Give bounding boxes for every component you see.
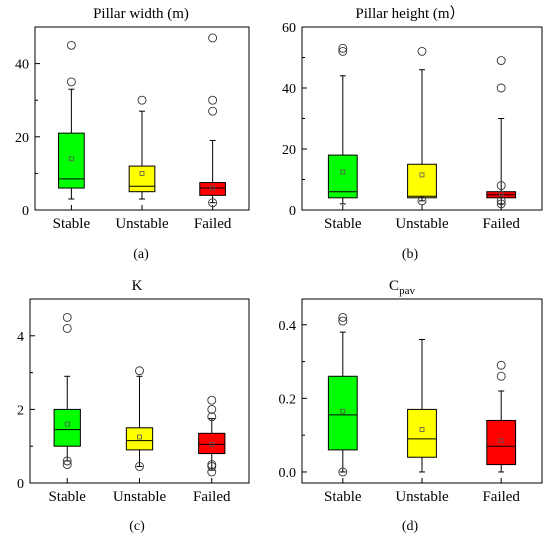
panel-d-outlier-failed xyxy=(496,371,506,381)
panel-d-category-label-failed: Failed xyxy=(482,489,520,505)
panel-a-category-label-unstable: Unstable xyxy=(115,216,169,232)
panel-c-outlier-stable xyxy=(62,323,72,333)
panel-a-outlier-unstable xyxy=(137,95,147,105)
panel-b-category-label-unstable: Unstable xyxy=(395,216,449,232)
panel-c-outlier-failed xyxy=(207,460,217,470)
panel-a-mean-marker-unstable xyxy=(139,170,145,176)
panel-b-ytick-label: 20 xyxy=(282,143,296,158)
panel-c-outlier-stable xyxy=(62,456,72,466)
panel-c-outlier-failed xyxy=(207,467,217,477)
panel-b-outlier-unstable xyxy=(417,46,427,56)
panel-d-outlier-stable xyxy=(338,312,348,322)
panel-a-ytick-label: 20 xyxy=(15,131,29,146)
panel-c-title: K xyxy=(132,278,143,294)
panel-c-outlier-stable xyxy=(62,460,72,470)
panel-c-category-label-failed: Failed xyxy=(193,489,231,505)
panel-a-ytick-label: 40 xyxy=(15,58,29,73)
panel-c-mean-marker-failed xyxy=(209,441,215,447)
panel-b-outlier-failed xyxy=(496,196,506,206)
panel-b-ytick-label: 60 xyxy=(282,21,296,36)
panel-c: K 0 2 4 Stable Unstable Failed (c) xyxy=(17,278,250,534)
panel-d-title-sub: pav xyxy=(399,285,415,297)
panel-a-mean-marker-stable xyxy=(68,156,74,162)
panel-a-category-label-stable: Stable xyxy=(53,216,91,232)
panel-a: Pillar width (m) 0 20 40 Stable Unstable Fail… xyxy=(15,6,250,262)
panel-c-ytick-label: 0 xyxy=(17,477,24,492)
panel-a-outlier-stable xyxy=(66,77,76,87)
panel-b-outlier-failed xyxy=(496,199,506,209)
panel-d-ytick-label: 0.0 xyxy=(279,466,297,481)
panel-b: Pillar height (m） 0 20 40 60 Stable Unstable F… xyxy=(282,5,543,262)
panel-b-mean-marker-stable xyxy=(340,169,346,175)
panel-b-outlier-stable xyxy=(338,46,348,56)
panel-c-ytick-label: 4 xyxy=(17,330,24,345)
panel-d-mean-marker-stable xyxy=(340,408,346,414)
panel-a-outlier-failed xyxy=(208,33,218,43)
panel-a-outlier-failed xyxy=(208,95,218,105)
panel-b-mean-marker-failed xyxy=(498,190,504,196)
panel-a-outlier-failed xyxy=(208,198,218,208)
panel-c-box-failed xyxy=(198,432,226,455)
panel-b-outlier-failed xyxy=(496,56,506,65)
panel-d-box-unstable xyxy=(407,408,437,458)
panel-d-mean-marker-unstable xyxy=(419,427,425,433)
panel-d-outlier-stable xyxy=(338,316,348,326)
panel-c-outlier-failed xyxy=(207,395,217,405)
panel-a-mean-marker-failed xyxy=(210,185,216,191)
panel-a-category-label-failed: Failed xyxy=(194,216,232,232)
panel-b-ytick-label: 0 xyxy=(289,204,296,219)
panel-c-mean-marker-unstable xyxy=(137,434,142,440)
panel-c-category-label-unstable: Unstable xyxy=(113,489,167,505)
panel-b-title: Pillar height (m） xyxy=(355,5,464,22)
panel-c-outlier-failed xyxy=(207,412,217,422)
panel-c-caption: (c) xyxy=(129,519,145,534)
panel-a-outlier-stable xyxy=(66,40,76,50)
panel-d-title-main: C xyxy=(389,278,399,294)
panel-b-box-stable xyxy=(327,154,358,199)
panel-c-outlier-unstable xyxy=(135,461,144,471)
panel-c-box-stable xyxy=(53,408,81,447)
panel-a-caption: (a) xyxy=(133,247,149,262)
panel-d-ytick-label: 0.4 xyxy=(279,319,297,334)
panel-b-category-label-stable: Stable xyxy=(324,216,362,232)
panel-c-outlier-failed xyxy=(207,404,217,414)
panel-d-mean-marker-failed xyxy=(498,438,504,444)
panel-c-outlier-stable xyxy=(62,312,72,322)
panel-b-caption: (b) xyxy=(402,247,419,262)
panel-d-category-label-stable: Stable xyxy=(324,489,362,505)
panel-b-outlier-unstable xyxy=(417,196,427,206)
panel-a-box-unstable xyxy=(128,165,156,193)
panel-d-title: Cpav xyxy=(389,278,415,297)
panel-c-mean-marker-stable xyxy=(64,421,70,427)
panel-c-category-label-stable: Stable xyxy=(48,489,86,505)
panel-a-box-failed xyxy=(199,182,226,196)
panel-d-caption: (d) xyxy=(402,519,419,534)
panel-d-category-label-unstable: Unstable xyxy=(395,489,449,505)
panel-b-outlier-stable xyxy=(338,43,348,53)
panel-a-outlier-failed xyxy=(208,106,218,116)
panel-d-outlier-stable xyxy=(338,467,348,477)
panel-d-ytick-label: 0.2 xyxy=(279,392,297,407)
panel-c-outlier-unstable xyxy=(135,366,144,376)
panel-b-category-label-failed: Failed xyxy=(482,216,520,232)
panel-d: Cpav 0.0 0.2 0.4 Stable Unstable Failed (d) xyxy=(279,278,543,534)
panel-a-ytick-label: 0 xyxy=(22,204,29,219)
panel-b-ytick-label: 40 xyxy=(282,82,296,97)
panel-b-mean-marker-unstable xyxy=(419,172,425,178)
panel-d-outlier-failed xyxy=(496,360,506,370)
panel-c-ytick-label: 2 xyxy=(17,403,24,418)
panel-a-title: Pillar width (m) xyxy=(93,6,189,22)
panel-b-outlier-failed xyxy=(496,181,506,191)
panel-b-box-unstable xyxy=(407,163,437,199)
panel-b-outlier-failed xyxy=(496,83,506,93)
